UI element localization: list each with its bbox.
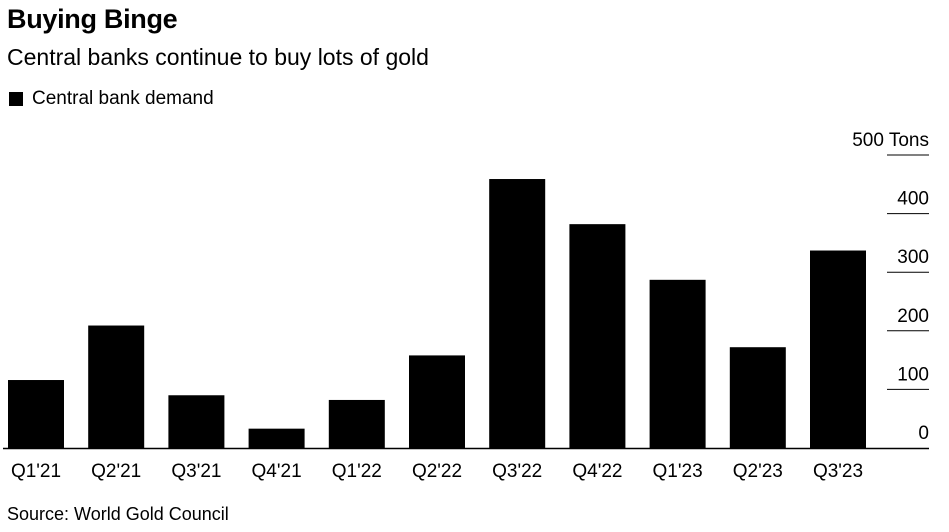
chart-title: Buying Binge: [7, 4, 178, 34]
bar-Q1'22: [328, 399, 385, 448]
x-tick-label: Q3'22: [492, 461, 542, 482]
bar-Q3'23: [810, 250, 866, 448]
bar-Q1'23: [649, 279, 706, 448]
legend: Central bank demand: [9, 88, 214, 110]
bar-Q1'21: [8, 380, 64, 448]
x-tick-label: Q1'21: [11, 461, 61, 482]
x-tick-label: Q2'21: [91, 461, 141, 482]
y-tick-label-300: 300: [897, 247, 929, 268]
bar-Q2'21: [88, 325, 145, 448]
x-tick-label: Q1'23: [653, 461, 703, 482]
bar-Q2'23: [729, 347, 786, 448]
bar-Q4'21: [248, 428, 305, 448]
x-tick-label: Q2'23: [733, 461, 783, 482]
source-note: Source: World Gold Council: [7, 504, 229, 524]
bar-Q3'21: [168, 395, 225, 448]
chart-subtitle: Central banks continue to buy lots of go…: [7, 44, 429, 70]
x-tick-label: Q4'21: [252, 461, 302, 482]
x-tick-label: Q4'22: [572, 461, 622, 482]
y-tick-label-100: 100: [897, 364, 929, 385]
bar-Q2'22: [409, 355, 465, 448]
x-tick-label: Q3'23: [813, 461, 863, 482]
x-tick-label: Q2'22: [412, 461, 462, 482]
y-tick-label-400: 400: [897, 189, 929, 210]
bar-Q4'22: [569, 224, 626, 448]
y-tick-label-500: 500 Tons: [852, 130, 929, 151]
bar-Q3'22: [489, 179, 546, 448]
y-tick-label-200: 200: [897, 306, 929, 327]
legend-swatch: [9, 92, 23, 106]
y-tick-label-0: 0: [918, 423, 929, 444]
x-tick-label: Q1'22: [332, 461, 382, 482]
legend-label: Central bank demand: [32, 88, 214, 109]
x-tick-label: Q3'21: [171, 461, 221, 482]
